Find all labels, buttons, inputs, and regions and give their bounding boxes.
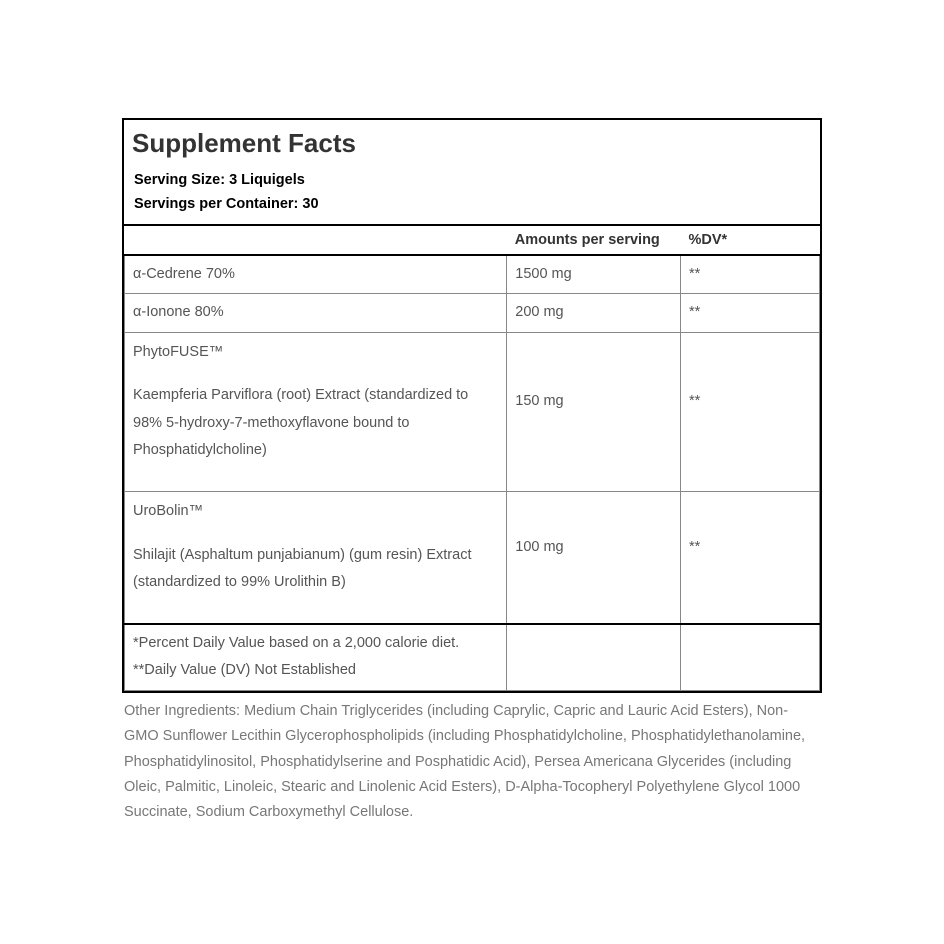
ingredient-complex: PhytoFUSE™ Kaempferia Parviflora (root) … (125, 332, 507, 491)
empty-cell (681, 624, 820, 691)
servings-per-container: Servings per Container: 30 (134, 193, 810, 216)
col-amount: Amounts per serving (507, 226, 681, 255)
col-dv: %DV* (681, 226, 820, 255)
ingredient-brand: PhytoFUSE™ (133, 339, 498, 367)
footnote-1: *Percent Daily Value based on a 2,000 ca… (133, 630, 498, 658)
ingredient-dv: ** (681, 294, 820, 333)
ingredient-desc: Shilajit (Asphaltum punjabianum) (gum re… (133, 547, 471, 591)
footnote-cell: *Percent Daily Value based on a 2,000 ca… (125, 624, 507, 691)
empty-cell (507, 624, 681, 691)
other-ingredients: Other Ingredients: Medium Chain Triglyce… (122, 693, 822, 826)
serving-size: Serving Size: 3 Liquigels (134, 169, 810, 192)
ingredient-dv: ** (681, 332, 820, 491)
ingredient-amount: 200 mg (507, 294, 681, 333)
serving-info: Serving Size: 3 Liquigels Servings per C… (124, 163, 820, 225)
footnote-row: *Percent Daily Value based on a 2,000 ca… (125, 624, 820, 691)
ingredient-dv: ** (681, 255, 820, 294)
col-name (125, 226, 507, 255)
ingredient-amount: 150 mg (507, 332, 681, 491)
ingredient-brand: UroBolin™ (133, 498, 498, 526)
panel-title: Supplement Facts (124, 120, 820, 163)
ingredient-name: α-Cedrene 70% (125, 255, 507, 294)
ingredient-name: α-Ionone 80% (125, 294, 507, 333)
table-row: α-Ionone 80% 200 mg ** (125, 294, 820, 333)
header-row: Amounts per serving %DV* (125, 226, 820, 255)
ingredient-amount: 1500 mg (507, 255, 681, 294)
facts-table: Amounts per serving %DV* α-Cedrene 70% 1… (124, 226, 820, 691)
footnote-2: **Daily Value (DV) Not Established (133, 657, 498, 685)
ingredient-complex: UroBolin™ Shilajit (Asphaltum punjabianu… (125, 492, 507, 624)
table-row: PhytoFUSE™ Kaempferia Parviflora (root) … (125, 332, 820, 491)
table-row: α-Cedrene 70% 1500 mg ** (125, 255, 820, 294)
table-row: UroBolin™ Shilajit (Asphaltum punjabianu… (125, 492, 820, 624)
ingredient-amount: 100 mg (507, 492, 681, 624)
supplement-facts-wrapper: Supplement Facts Serving Size: 3 Liquige… (122, 118, 822, 825)
supplement-facts-panel: Supplement Facts Serving Size: 3 Liquige… (122, 118, 822, 692)
ingredient-dv: ** (681, 492, 820, 624)
ingredient-desc: Kaempferia Parviflora (root) Extract (st… (133, 387, 468, 458)
